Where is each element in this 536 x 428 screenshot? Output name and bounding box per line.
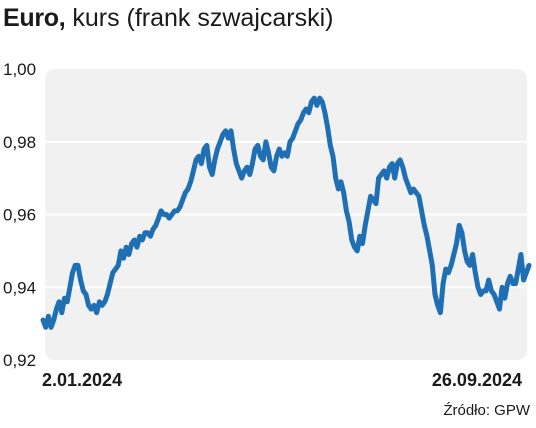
y-tick-label: 0,98 <box>3 133 36 152</box>
y-axis-ticks: 1,00 0,98 0,96 0,94 0,92 <box>3 60 36 370</box>
chart-title: Euro, kurs (frank szwajcarski) <box>3 2 334 34</box>
chart-title-currency: Euro, <box>3 4 66 32</box>
x-tick-end: 26.09.2024 <box>432 370 522 390</box>
y-tick-label: 0,94 <box>3 278 36 297</box>
y-tick-label: 0,92 <box>3 351 36 370</box>
chart-title-description: kurs (frank szwajcarski) <box>65 4 334 32</box>
x-tick-start: 2.01.2024 <box>42 370 122 390</box>
gridlines <box>45 140 527 289</box>
source-note: Źródło: GPW <box>443 402 530 419</box>
y-tick-label: 0,96 <box>3 206 36 225</box>
y-tick-label: 1,00 <box>3 60 36 79</box>
series-line <box>40 95 532 330</box>
